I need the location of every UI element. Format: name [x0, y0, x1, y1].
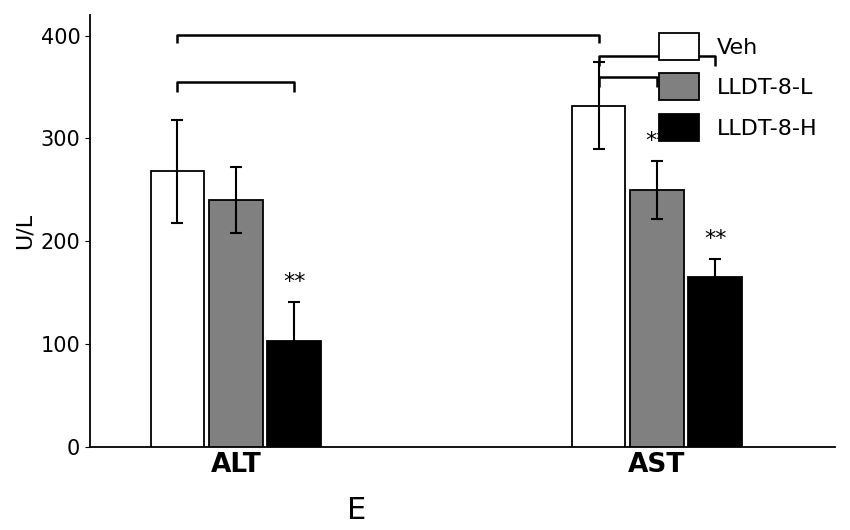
Bar	[150, 171, 204, 447]
Bar	[630, 190, 683, 447]
Bar	[267, 341, 321, 447]
Legend: Veh, LLDT-8-L, LLDT-8-H: Veh, LLDT-8-L, LLDT-8-H	[652, 26, 824, 147]
Y-axis label: U/L: U/L	[15, 213, 35, 249]
Bar	[572, 105, 626, 447]
Bar	[688, 277, 742, 447]
Text: **: **	[283, 272, 305, 292]
Text: **: **	[646, 131, 668, 151]
Bar	[209, 200, 263, 447]
Text: E: E	[348, 496, 366, 525]
Text: **: **	[704, 228, 727, 249]
